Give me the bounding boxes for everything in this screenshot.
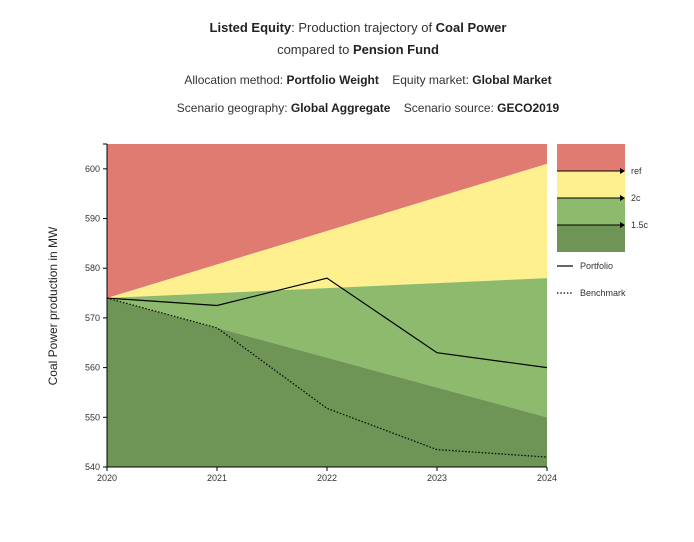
band-ref-0: [107, 144, 547, 299]
title-line2-part-1: Pension Fund: [353, 42, 439, 57]
legend-swatch-2: [557, 198, 625, 225]
meta-row2-part-2: Scenario source:: [390, 101, 497, 115]
band-2c-1: [107, 163, 547, 299]
y-tick-label: 580: [85, 263, 100, 273]
y-tick-label: 570: [85, 313, 100, 323]
legend: ref 2c 1.5c Portfolio Benchmark: [557, 144, 649, 298]
title-line2-part-0: compared to: [277, 42, 353, 57]
chart-title-line1: Listed Equity: Production trajectory of …: [210, 20, 507, 35]
band-1-5c-2: [107, 278, 547, 418]
legend-line-label: Benchmark: [580, 288, 626, 298]
title-line1-part-2: Coal Power: [436, 20, 507, 35]
chart-title-line2: compared to Pension Fund: [277, 42, 439, 57]
y-tick-label: 590: [85, 214, 100, 224]
chart-meta-row2: Scenario geography: Global Aggregate Sce…: [177, 101, 560, 115]
y-tick-label: 560: [85, 363, 100, 373]
legend-swatch-3: [557, 225, 625, 252]
meta-row1-part-1: Portfolio Weight: [286, 73, 378, 87]
y-tick-label: 550: [85, 412, 100, 422]
x-tick-label: 2022: [317, 473, 337, 483]
series-line-benchmark: [106, 297, 548, 458]
meta-row2-part-3: GECO2019: [497, 101, 559, 115]
chart-meta-row1: Allocation method: Portfolio Weight Equi…: [184, 73, 551, 87]
x-tick-label: 2020: [97, 473, 117, 483]
meta-row1-part-3: Global Market: [472, 73, 551, 87]
meta-row1-part-2: Equity market:: [379, 73, 472, 87]
meta-row2-part-0: Scenario geography:: [177, 101, 291, 115]
series-line-portfolio: [106, 277, 548, 369]
legend-line-label: Portfolio: [580, 261, 613, 271]
plot-area: [106, 144, 548, 467]
x-tick-label: 2024: [537, 473, 557, 483]
band-1-5c-3: [107, 298, 547, 467]
y-axis-label: Coal Power production in MW: [46, 226, 60, 385]
legend-swatch-1: [557, 171, 625, 198]
legend-band-label: 1.5c: [631, 220, 649, 230]
axes: 540 550 560 570 580 590 600 2020 2021 2022 2023 202…: [85, 143, 557, 483]
x-tick-label: 2023: [427, 473, 447, 483]
legend-arrow-icon: [620, 222, 625, 228]
legend-band-label: 2c: [631, 193, 641, 203]
legend-band-label: ref: [631, 166, 642, 176]
y-tick-label: 540: [85, 462, 100, 472]
x-tick-label: 2021: [207, 473, 227, 483]
legend-swatch-0: [557, 144, 625, 171]
y-tick-label: 600: [85, 164, 100, 174]
title-line1-part-0: Listed Equity: [210, 20, 292, 35]
title-line1-part-1: : Production trajectory of: [291, 20, 436, 35]
legend-arrow-icon: [620, 168, 625, 174]
meta-row1-part-0: Allocation method:: [184, 73, 286, 87]
meta-row2-part-1: Global Aggregate: [291, 101, 391, 115]
legend-arrow-icon: [620, 195, 625, 201]
